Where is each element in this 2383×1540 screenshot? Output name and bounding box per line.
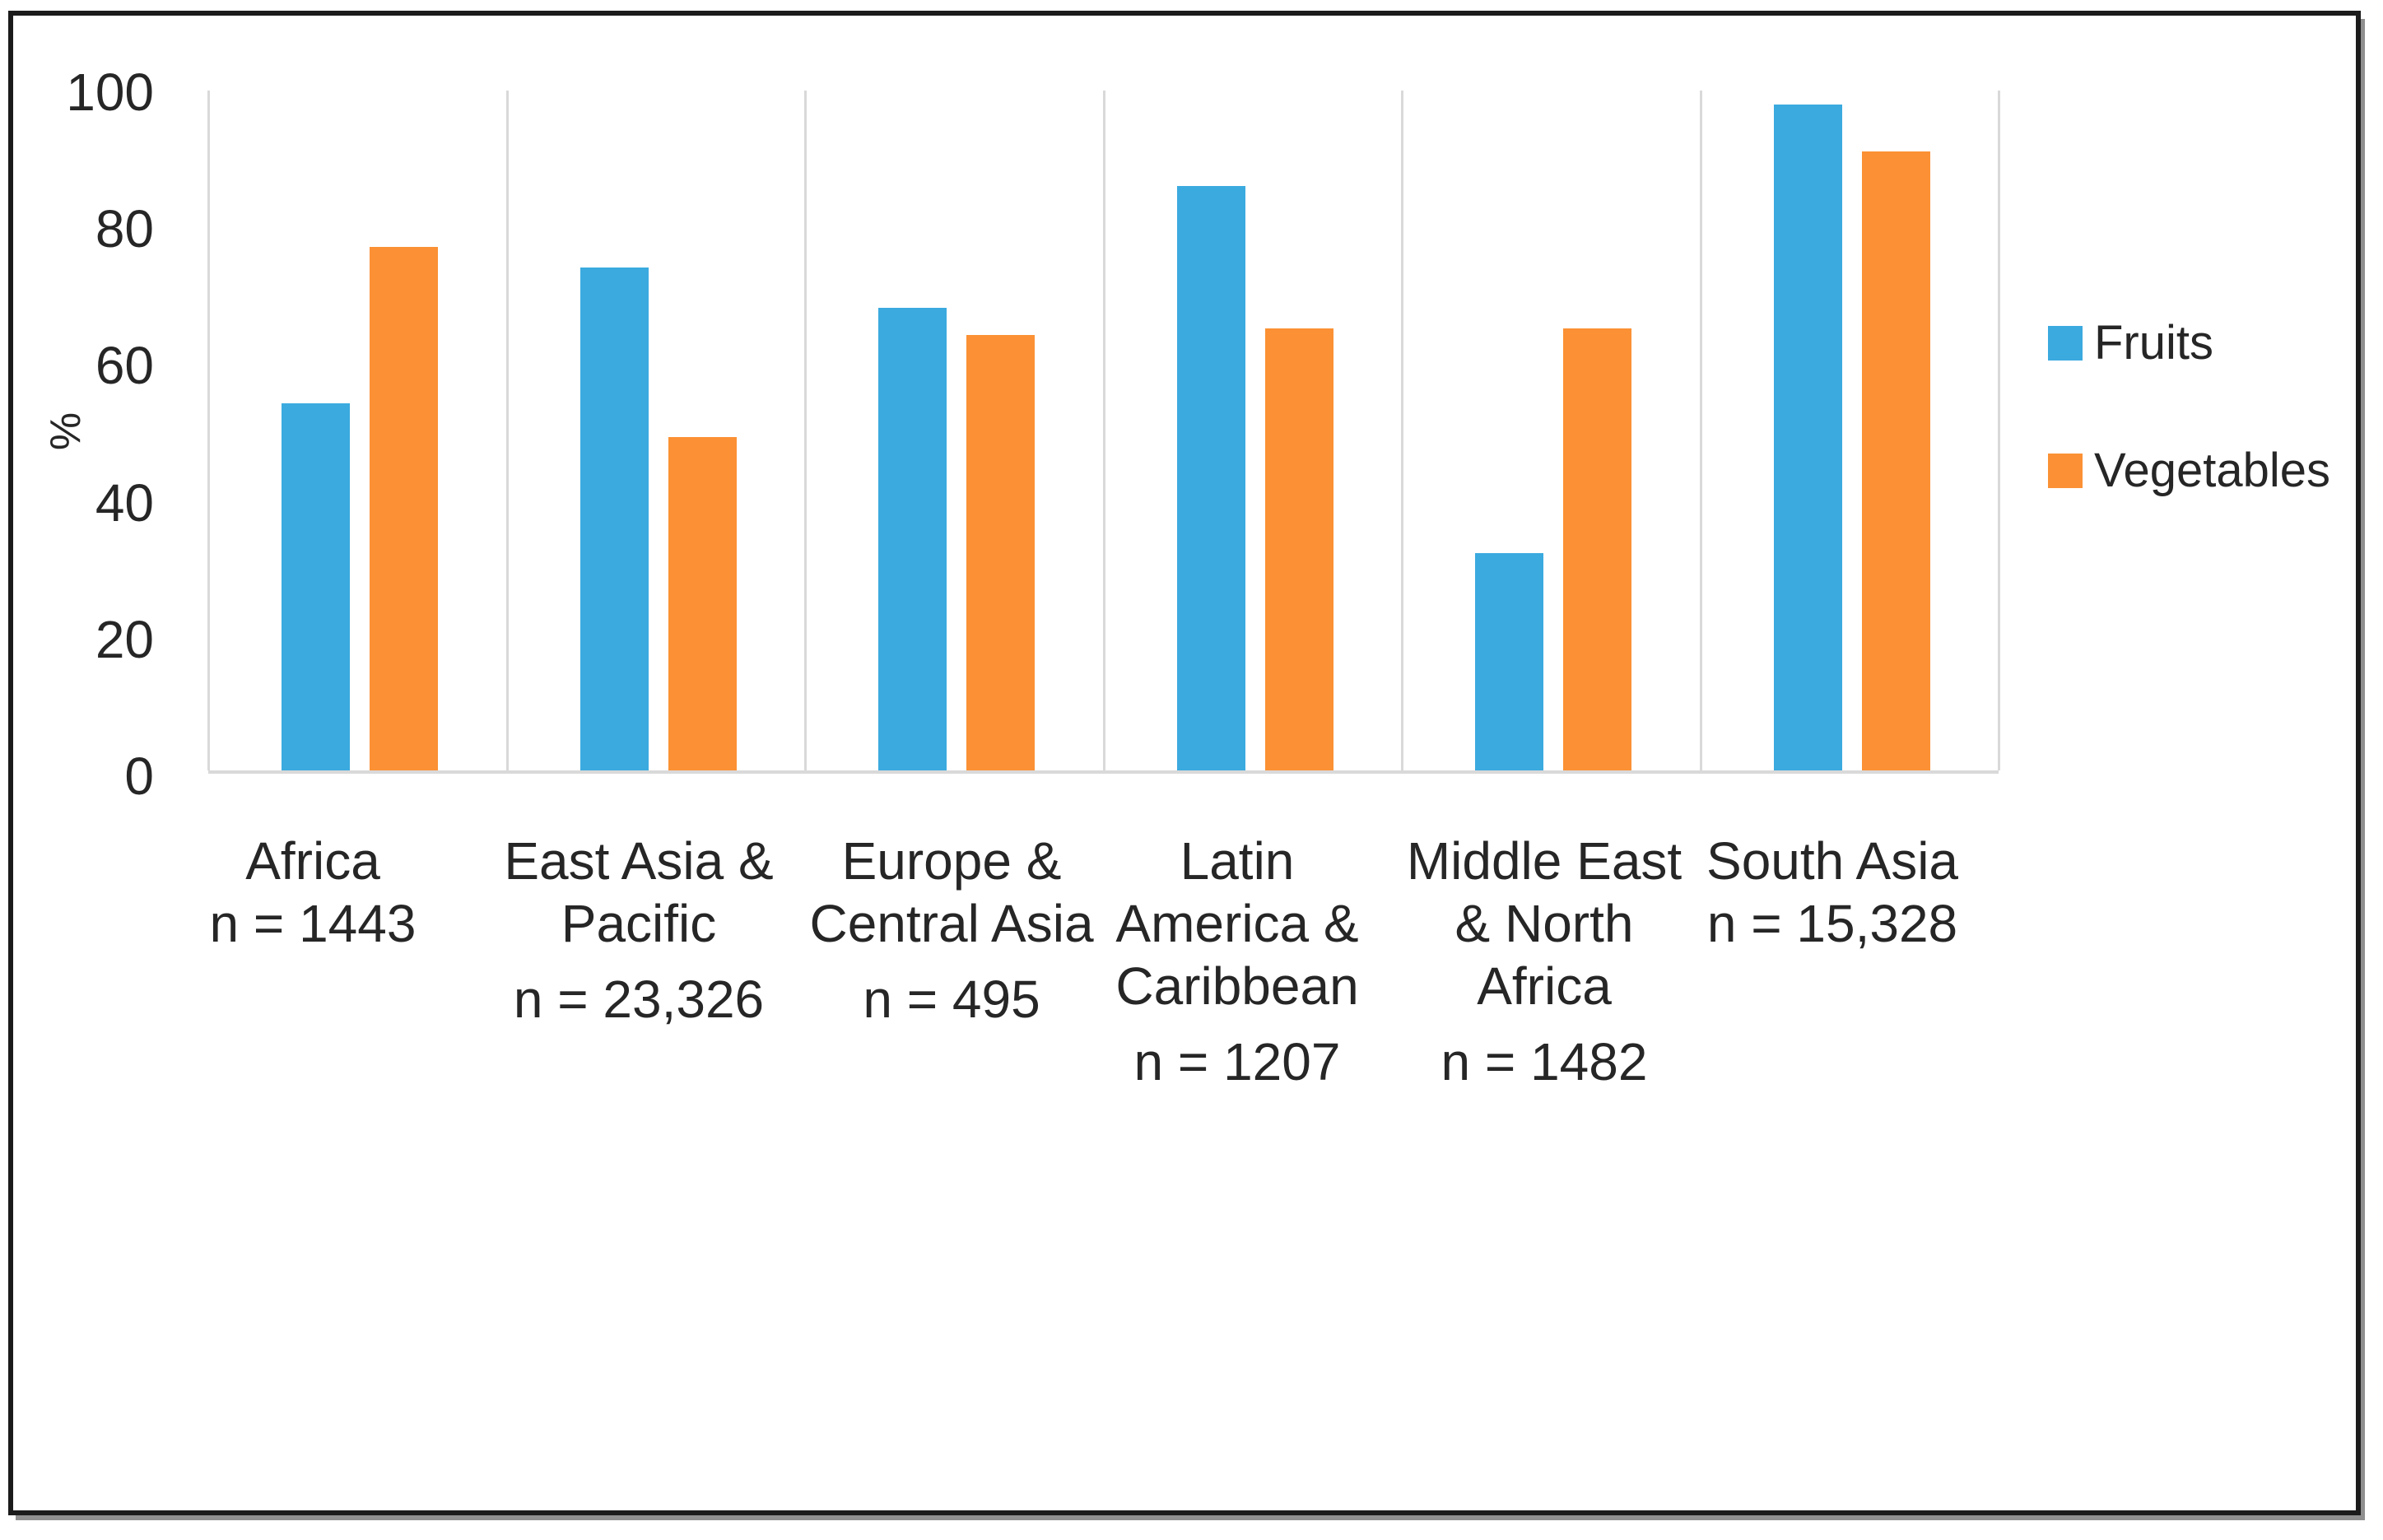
bar-fruits-6 [1774, 105, 1842, 770]
y-tick-label: 20 [95, 610, 154, 669]
y-tick-label: 80 [95, 199, 154, 258]
category-name-line: Central Asia [809, 894, 1094, 953]
legend-label-vegetables: Vegetables [2094, 444, 2331, 497]
y-tick-label: 100 [66, 63, 154, 122]
x-axis-line [208, 770, 1999, 774]
category-name-line: Caribbean [1115, 956, 1359, 1016]
legend-item-fruits: Fruits [2048, 316, 2330, 370]
category-name-line: Europe & [841, 831, 1062, 891]
bar-vegetables-6 [1862, 151, 1930, 770]
legend: Fruits Vegetables [2048, 316, 2330, 498]
gridline [1401, 91, 1403, 770]
category-name-line: East Asia & [504, 831, 774, 891]
category-name-line: South Asia [1706, 831, 1958, 891]
category-label-1: Africa n = 1443 [123, 830, 502, 955]
bar-vegetables-2 [668, 437, 737, 770]
bar-vegetables-4 [1265, 328, 1333, 770]
legend-item-vegetables: Vegetables [2048, 444, 2330, 498]
category-label-5: Middle East & North Africa n = 1482 [1355, 830, 1734, 1093]
bar-fruits-4 [1177, 186, 1245, 770]
bar-vegetables-1 [370, 247, 438, 770]
category-name-line: Middle East [1406, 831, 1683, 891]
gridline [1700, 91, 1702, 770]
y-tick-label: 0 [124, 747, 154, 806]
bar-fruits-5 [1475, 553, 1543, 770]
category-name-line: Africa [1477, 956, 1612, 1016]
bar-fruits-3 [878, 308, 947, 770]
category-name-line: Africa [245, 831, 380, 891]
category-name-line: America & [1115, 894, 1359, 953]
y-axis-title: % [42, 412, 90, 451]
category-n-count: n = 1443 [209, 894, 417, 953]
bar-vegetables-3 [966, 335, 1035, 770]
y-tick-label: 60 [95, 336, 154, 395]
category-name-line: Latin [1180, 831, 1295, 891]
category-n-count: n = 15,328 [1706, 894, 1958, 953]
category-n-count: n = 1207 [1133, 1032, 1341, 1091]
category-n-count: n = 495 [863, 970, 1040, 1029]
category-name-line: & North [1454, 894, 1634, 953]
gridline [804, 91, 807, 770]
category-name-line: Pacific [561, 894, 717, 953]
gridline [1998, 91, 2000, 770]
bar-fruits-2 [580, 268, 649, 770]
gridline [506, 91, 509, 770]
category-n-count: n = 1482 [1441, 1032, 1648, 1091]
bar-fruits-1 [282, 403, 350, 770]
y-tick-label: 40 [95, 473, 154, 533]
gridline [207, 91, 210, 770]
gridline [1103, 91, 1105, 770]
legend-label-fruits: Fruits [2094, 316, 2213, 370]
vegetables-swatch-icon [2048, 454, 2083, 488]
category-label-4: Latin America & Caribbean n = 1207 [1048, 830, 1427, 1093]
fruits-swatch-icon [2048, 326, 2083, 361]
category-n-count: n = 23,326 [513, 970, 765, 1029]
category-label-3: Europe & Central Asia n = 495 [762, 830, 1141, 1031]
category-label-6: South Asia n = 15,328 [1643, 830, 2022, 955]
category-label-2: East Asia & Pacific n = 23,326 [449, 830, 828, 1031]
bar-vegetables-5 [1563, 328, 1631, 770]
